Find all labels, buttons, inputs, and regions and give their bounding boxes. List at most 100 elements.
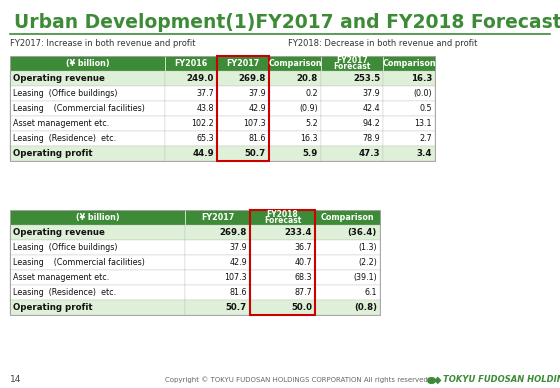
Text: 81.6: 81.6: [249, 134, 266, 143]
Bar: [315, 300, 380, 315]
Text: Forecast: Forecast: [264, 216, 301, 225]
Text: FY2018: Decrease in both revenue and profit: FY2018: Decrease in both revenue and pro…: [288, 40, 477, 48]
Text: FY2016: FY2016: [174, 59, 208, 68]
Text: Comparison: Comparison: [268, 59, 322, 68]
Text: Asset management etc.: Asset management etc.: [13, 273, 109, 282]
Bar: [315, 240, 380, 255]
Text: Operating profit: Operating profit: [13, 149, 92, 158]
Text: 37.9: 37.9: [362, 89, 380, 98]
Bar: [10, 210, 185, 225]
Text: 37.9: 37.9: [248, 89, 266, 98]
Text: 107.3: 107.3: [244, 119, 266, 128]
Bar: [321, 131, 383, 146]
Bar: [185, 300, 250, 315]
Bar: [315, 255, 380, 270]
Bar: [383, 71, 435, 86]
Text: Operating revenue: Operating revenue: [13, 74, 105, 83]
Bar: [269, 71, 321, 86]
Text: 65.3: 65.3: [197, 134, 214, 143]
Bar: [10, 101, 165, 116]
Bar: [10, 285, 185, 300]
Text: FY2017: FY2017: [226, 59, 260, 68]
Bar: [321, 56, 383, 71]
Text: 5.9: 5.9: [303, 149, 318, 158]
Bar: [315, 210, 380, 225]
Text: 102.2: 102.2: [192, 119, 214, 128]
Text: 233.4: 233.4: [284, 228, 312, 237]
Bar: [269, 116, 321, 131]
Text: Comparison: Comparison: [321, 213, 374, 222]
Bar: [383, 101, 435, 116]
Bar: [10, 146, 165, 161]
Bar: [383, 131, 435, 146]
Text: 40.7: 40.7: [295, 258, 312, 267]
Text: 87.7: 87.7: [294, 288, 312, 297]
Text: Asset management etc.: Asset management etc.: [13, 119, 109, 128]
Bar: [10, 71, 165, 86]
Bar: [165, 86, 217, 101]
Bar: [10, 240, 185, 255]
Text: 3.4: 3.4: [417, 149, 432, 158]
Text: TOKYU FUDOSAN HOLDINGS: TOKYU FUDOSAN HOLDINGS: [443, 376, 560, 385]
Text: Urban Development(1)FY2017 and FY2018 Forecast: Urban Development(1)FY2017 and FY2018 Fo…: [14, 12, 560, 31]
Bar: [217, 101, 269, 116]
Bar: [217, 86, 269, 101]
Bar: [10, 131, 165, 146]
Text: Leasing  (Residence)  etc.: Leasing (Residence) etc.: [13, 134, 116, 143]
Bar: [315, 285, 380, 300]
Bar: [250, 270, 315, 285]
Bar: [383, 56, 435, 71]
Text: (39.1): (39.1): [353, 273, 377, 282]
Text: FY2017: FY2017: [201, 213, 234, 222]
Bar: [217, 71, 269, 86]
Text: 0.2: 0.2: [305, 89, 318, 98]
Bar: [250, 240, 315, 255]
Bar: [321, 116, 383, 131]
Text: 94.2: 94.2: [362, 119, 380, 128]
Bar: [10, 86, 165, 101]
Bar: [250, 210, 315, 225]
Text: 6.1: 6.1: [365, 288, 377, 297]
Text: 42.9: 42.9: [229, 258, 247, 267]
Text: 68.3: 68.3: [295, 273, 312, 282]
Text: (¥ billion): (¥ billion): [66, 59, 109, 68]
Bar: [250, 210, 315, 315]
Text: 16.3: 16.3: [410, 74, 432, 83]
Text: 269.8: 269.8: [239, 74, 266, 83]
Bar: [10, 225, 185, 240]
Bar: [269, 56, 321, 71]
Text: Forecast: Forecast: [333, 62, 371, 71]
Bar: [185, 285, 250, 300]
Bar: [185, 270, 250, 285]
Bar: [383, 116, 435, 131]
Bar: [10, 210, 380, 315]
Bar: [321, 146, 383, 161]
Text: (0.0): (0.0): [413, 89, 432, 98]
Bar: [321, 86, 383, 101]
Bar: [250, 225, 315, 240]
Bar: [165, 101, 217, 116]
Text: 50.0: 50.0: [291, 303, 312, 312]
Bar: [250, 300, 315, 315]
Text: Leasing    (Commercial facilities): Leasing (Commercial facilities): [13, 104, 145, 113]
Text: (0.8): (0.8): [354, 303, 377, 312]
Bar: [269, 146, 321, 161]
Text: 16.3: 16.3: [301, 134, 318, 143]
Text: 37.9: 37.9: [229, 243, 247, 252]
Bar: [321, 71, 383, 86]
Text: 269.8: 269.8: [220, 228, 247, 237]
Bar: [165, 71, 217, 86]
Bar: [321, 101, 383, 116]
Text: Operating profit: Operating profit: [13, 303, 92, 312]
Text: Leasing  (Residence)  etc.: Leasing (Residence) etc.: [13, 288, 116, 297]
Text: 14: 14: [10, 376, 21, 385]
Bar: [185, 240, 250, 255]
Text: 253.5: 253.5: [353, 74, 380, 83]
Bar: [315, 270, 380, 285]
Text: 5.2: 5.2: [305, 119, 318, 128]
Text: Leasing  (Office buildings): Leasing (Office buildings): [13, 89, 118, 98]
Bar: [217, 116, 269, 131]
Text: (1.3): (1.3): [358, 243, 377, 252]
Bar: [10, 56, 165, 71]
Text: (0.9): (0.9): [299, 104, 318, 113]
